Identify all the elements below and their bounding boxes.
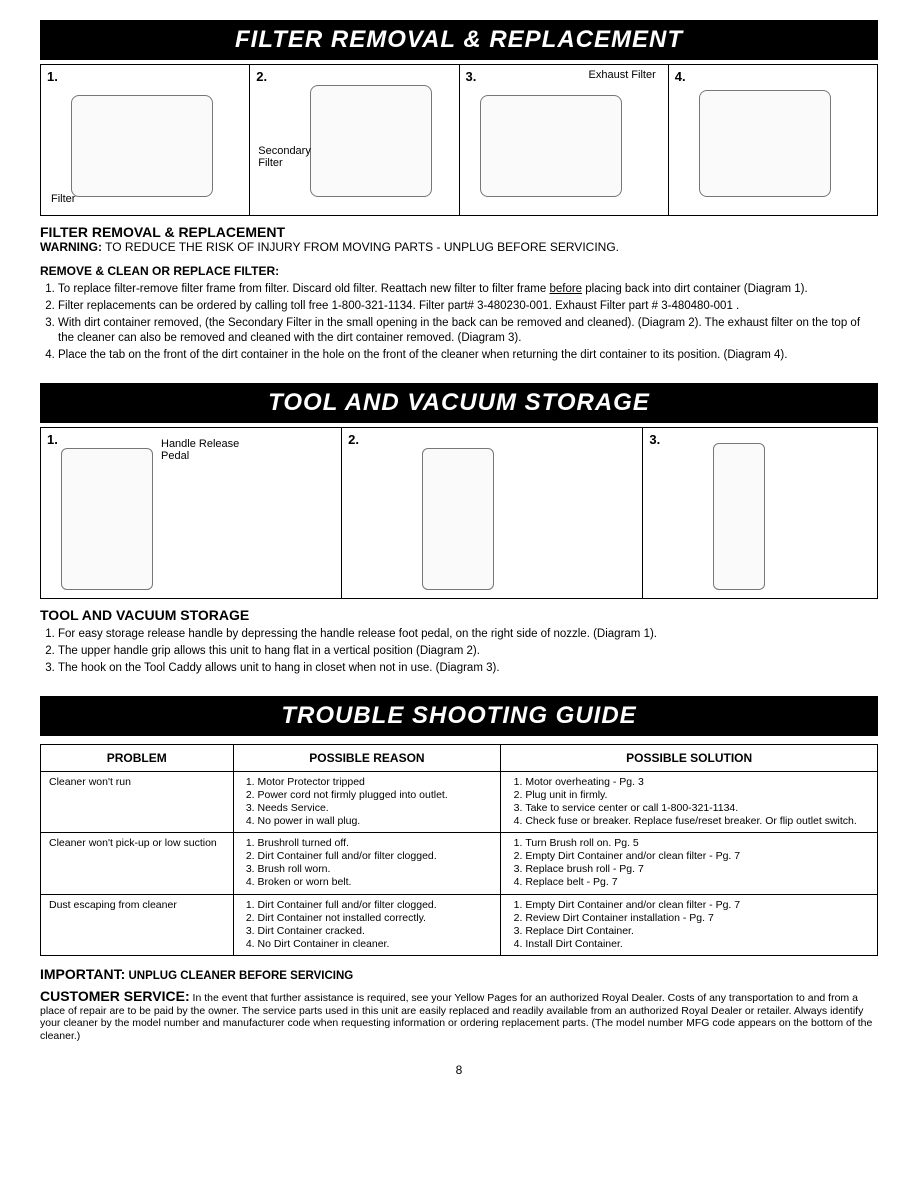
reason-item: Dirt Container cracked. — [258, 925, 493, 938]
problem-cell: Cleaner won't run — [41, 771, 234, 833]
diagram-label-handle-release: Handle Release Pedal — [161, 438, 261, 462]
filter-step: To replace filter-remove filter frame fr… — [58, 282, 878, 297]
reason-item: Needs Service. — [258, 802, 493, 815]
filter-step: Place the tab on the front of the dirt c… — [58, 348, 878, 363]
filter-steps-list: To replace filter-remove filter frame fr… — [40, 282, 878, 363]
solution-item: Check fuse or breaker. Replace fuse/rese… — [525, 815, 869, 828]
filter-diagram-1: 1. Filter — [41, 65, 250, 215]
important-text: UNPLUG CLEANER BEFORE SERVICING — [129, 970, 354, 982]
filter-diagram-3: 3. Exhaust Filter — [460, 65, 669, 215]
section-header-trouble: TROUBLE SHOOTING GUIDE — [40, 696, 878, 736]
diagram-number: 3. — [466, 69, 477, 84]
diagram-number: 1. — [47, 432, 58, 447]
reason-item: Dirt Container full and/or filter clogge… — [258, 850, 493, 863]
filter-diagram-4: 4. — [669, 65, 877, 215]
diagram-number: 2. — [348, 432, 359, 447]
table-row: Dust escaping from cleaner Dirt Container… — [41, 894, 878, 956]
storage-step: The upper handle grip allows this unit t… — [58, 644, 878, 659]
diagram-number: 1. — [47, 69, 58, 84]
warning-label: WARNING: — [40, 240, 102, 254]
reason-item: No Dirt Container in cleaner. — [258, 938, 493, 951]
storage-step: For easy storage release handle by depre… — [58, 627, 878, 642]
reason-item: Motor Protector tripped — [258, 776, 493, 789]
solution-cell: Motor overheating - Pg. 3Plug unit in fi… — [501, 771, 878, 833]
filter-step: With dirt container removed, (the Second… — [58, 316, 878, 346]
filter-subhead: FILTER REMOVAL & REPLACEMENT — [40, 224, 878, 240]
section-header-storage: TOOL AND VACUUM STORAGE — [40, 383, 878, 423]
storage-diagram-3: 3. — [643, 428, 877, 598]
col-problem: PROBLEM — [41, 744, 234, 771]
reason-cell: Motor Protector trippedPower cord not fi… — [233, 771, 501, 833]
solution-item: Replace belt - Pg. 7 — [525, 876, 869, 889]
filter-step: Filter replacements can be ordered by ca… — [58, 299, 878, 314]
page-number: 8 — [40, 1063, 878, 1077]
diagram-number: 3. — [649, 432, 660, 447]
diagram-number: 2. — [256, 69, 267, 84]
table-row: Cleaner won't runMotor Protector tripped… — [41, 771, 878, 833]
solution-cell: Empty Dirt Container and/or clean filter… — [501, 894, 878, 956]
table-row: Cleaner won't pick-up or low suctionBrus… — [41, 833, 878, 895]
storage-subhead: TOOL AND VACUUM STORAGE — [40, 607, 878, 623]
col-solution: POSSIBLE SOLUTION — [501, 744, 878, 771]
warning-text: TO REDUCE THE RISK OF INJURY FROM MOVING… — [105, 240, 619, 254]
storage-diagram-1: 1. Handle Release Pedal — [41, 428, 342, 598]
filter-warning: WARNING: TO REDUCE THE RISK OF INJURY FR… — [40, 240, 878, 254]
solution-item: Install Dirt Container. — [525, 938, 869, 951]
customer-service-label: CUSTOMER SERVICE: — [40, 988, 190, 1004]
filter-diagram-2: 2. Secondary Filter — [250, 65, 459, 215]
reason-item: Brushroll turned off. — [258, 837, 493, 850]
reason-item: No power in wall plug. — [258, 815, 493, 828]
important-label: IMPORTANT: — [40, 966, 125, 982]
col-reason: POSSIBLE REASON — [233, 744, 501, 771]
reason-item: Power cord not firmly plugged into outle… — [258, 789, 493, 802]
reason-cell: Dirt Container full and/or filter clogge… — [233, 894, 501, 956]
reason-item: Dirt Container not installed correctly. — [258, 912, 493, 925]
solution-item: Plug unit in firmly. — [525, 789, 869, 802]
storage-diagram-2: 2. — [342, 428, 643, 598]
solution-item: Turn Brush roll on. Pg. 5 — [525, 837, 869, 850]
diagram-label-filter: Filter — [51, 193, 75, 205]
solution-item: Replace Dirt Container. — [525, 925, 869, 938]
troubleshooting-table: PROBLEM POSSIBLE REASON POSSIBLE SOLUTIO… — [40, 744, 878, 957]
solution-item: Empty Dirt Container and/or clean filter… — [525, 850, 869, 863]
important-note: IMPORTANT: UNPLUG CLEANER BEFORE SERVICI… — [40, 966, 878, 982]
solution-item: Replace brush roll - Pg. 7 — [525, 863, 869, 876]
reason-item: Broken or worn belt. — [258, 876, 493, 889]
filter-diagram-row: 1. Filter 2. Secondary Filter 3. Exhaust… — [40, 64, 878, 216]
problem-cell: Dust escaping from cleaner — [41, 894, 234, 956]
filter-steps-head: REMOVE & CLEAN OR REPLACE FILTER: — [40, 264, 878, 278]
reason-item: Brush roll worn. — [258, 863, 493, 876]
reason-cell: Brushroll turned off.Dirt Container full… — [233, 833, 501, 895]
problem-cell: Cleaner won't pick-up or low suction — [41, 833, 234, 895]
storage-diagram-row: 1. Handle Release Pedal 2. 3. — [40, 427, 878, 599]
solution-item: Take to service center or call 1-800-321… — [525, 802, 869, 815]
solution-item: Review Dirt Container installation - Pg.… — [525, 912, 869, 925]
customer-service-note: CUSTOMER SERVICE: In the event that furt… — [40, 988, 878, 1043]
reason-item: Dirt Container full and/or filter clogge… — [258, 899, 493, 912]
storage-step: The hook on the Tool Caddy allows unit t… — [58, 661, 878, 676]
solution-item: Motor overheating - Pg. 3 — [525, 776, 869, 789]
diagram-label-secondary-filter: Secondary Filter — [258, 145, 318, 169]
section-header-filter: FILTER REMOVAL & REPLACEMENT — [40, 20, 878, 60]
solution-item: Empty Dirt Container and/or clean filter… — [525, 899, 869, 912]
diagram-number: 4. — [675, 69, 686, 84]
storage-steps-list: For easy storage release handle by depre… — [40, 627, 878, 676]
solution-cell: Turn Brush roll on. Pg. 5Empty Dirt Cont… — [501, 833, 878, 895]
diagram-label-exhaust-filter: Exhaust Filter — [589, 69, 656, 81]
